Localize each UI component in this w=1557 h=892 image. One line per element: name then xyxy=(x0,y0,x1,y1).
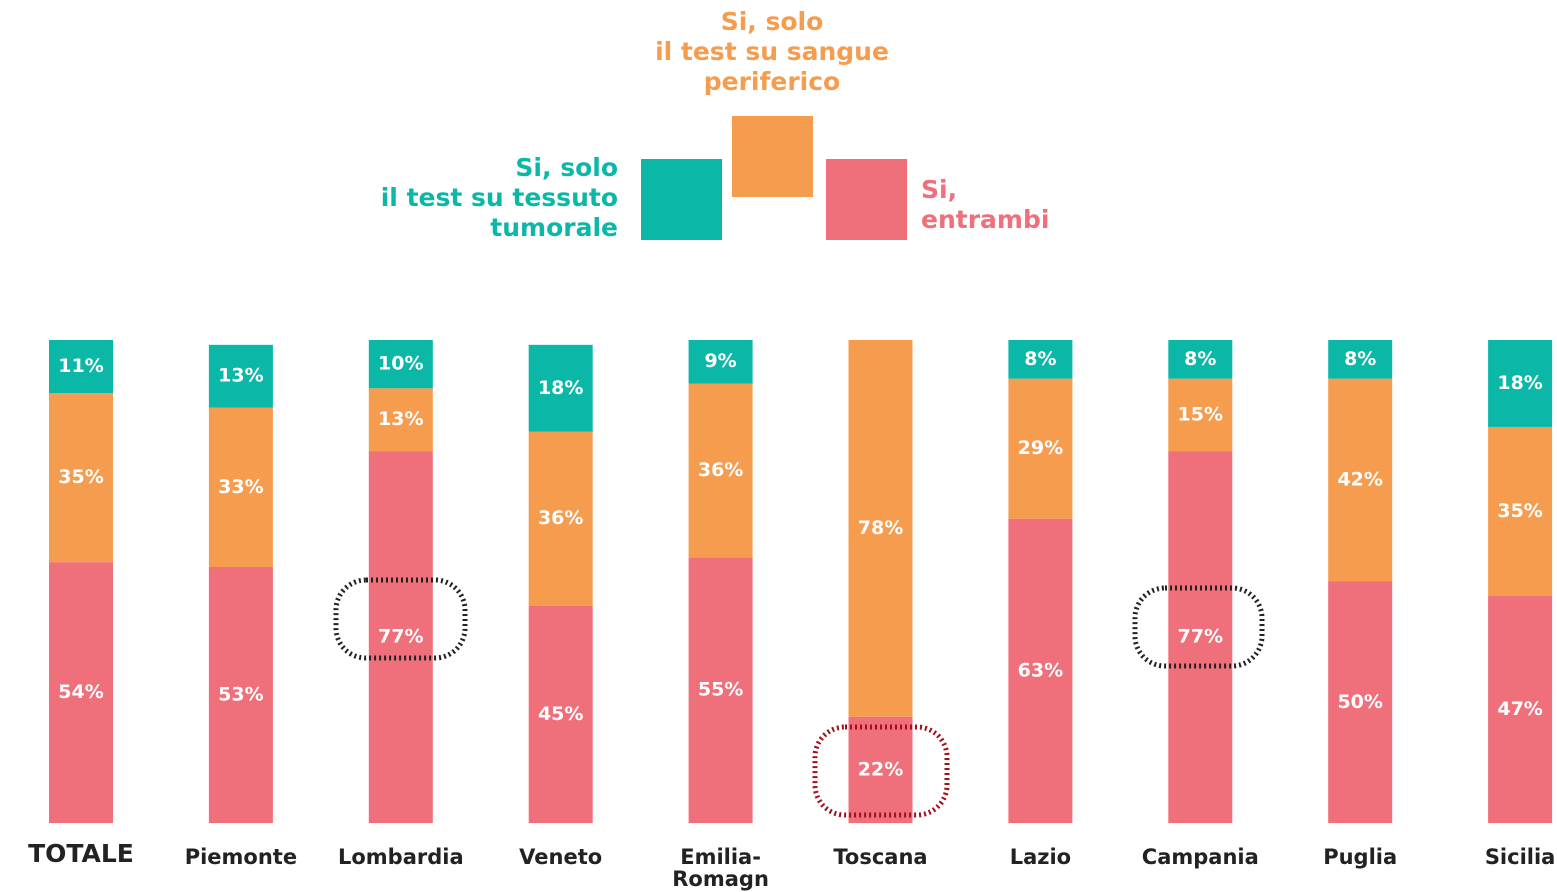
bar-segment xyxy=(368,388,433,452)
bar-segment xyxy=(1488,595,1553,823)
bar-segment xyxy=(848,716,913,823)
legend-label: Si, entrambi xyxy=(921,175,1050,234)
value-label: 9% xyxy=(704,350,736,372)
legend-label: Si, solo il test su tessuto tumorale xyxy=(380,153,618,242)
value-label: 54% xyxy=(58,681,103,703)
bar-segment xyxy=(688,340,753,384)
value-label: 18% xyxy=(1497,372,1542,394)
bar-segment xyxy=(848,340,913,717)
x-tick-label: Puglia xyxy=(1323,845,1398,869)
bar-segment xyxy=(208,407,273,568)
x-tick-label: Veneto xyxy=(519,845,603,869)
bar-segment xyxy=(1328,340,1393,379)
bar-segment xyxy=(1008,378,1073,519)
value-label: 8% xyxy=(1184,348,1216,370)
x-tick-label: Toscana xyxy=(833,845,928,869)
bar-segment xyxy=(1008,340,1073,379)
value-label: 15% xyxy=(1178,403,1223,425)
bar-segment xyxy=(1488,426,1553,596)
x-tick-label: Campania xyxy=(1141,845,1259,869)
value-label: 78% xyxy=(858,517,903,539)
bar-segment xyxy=(528,431,593,606)
legend-swatch xyxy=(826,159,907,240)
value-label: 33% xyxy=(218,476,263,498)
x-tick-label: TOTALE xyxy=(28,839,134,868)
bar-segment xyxy=(49,562,113,823)
value-label: 29% xyxy=(1018,437,1063,459)
bar-segment xyxy=(1168,451,1233,823)
value-label: 13% xyxy=(378,408,423,430)
value-label: 55% xyxy=(698,679,743,701)
bar-segment xyxy=(1008,518,1073,823)
x-tick-label: Lazio xyxy=(1009,845,1072,869)
bar-segment xyxy=(688,383,753,558)
value-label: 77% xyxy=(1178,626,1223,648)
value-label: 10% xyxy=(378,353,423,375)
bar-segment xyxy=(1328,378,1393,582)
bar-segment xyxy=(49,340,113,394)
bar-segment xyxy=(1168,340,1233,379)
bar-segment xyxy=(688,557,753,823)
bars: 54% 35% 11% 53% 33% 13% 77% 13% 10% 45% 36% 18% 55% 3… xyxy=(49,116,1553,823)
value-label: 47% xyxy=(1497,698,1542,720)
legend-swatch xyxy=(641,159,722,240)
bar-segment xyxy=(208,344,273,408)
value-label: 8% xyxy=(1344,348,1376,370)
value-label: 53% xyxy=(218,684,263,706)
bar-segment xyxy=(1488,340,1553,427)
legend-label: Si, solo il test su sangue periferico xyxy=(655,7,889,96)
value-label: 77% xyxy=(378,626,423,648)
value-label: 13% xyxy=(218,365,263,387)
value-label: 36% xyxy=(538,507,583,529)
bar-segment xyxy=(528,605,593,823)
legend-swatch xyxy=(732,116,813,197)
x-tick-label: Emilia-Romagna xyxy=(672,845,769,892)
bar-segment xyxy=(208,567,273,823)
highlight xyxy=(812,724,950,818)
x-tick-label: Sicilia xyxy=(1484,845,1556,869)
value-label: 11% xyxy=(58,355,103,377)
value-label: 22% xyxy=(858,758,903,780)
bar-segment xyxy=(528,344,593,432)
x-tick-label: Lombardia xyxy=(337,845,464,869)
value-label: 35% xyxy=(58,466,103,488)
value-label: 45% xyxy=(538,703,583,725)
bar-segment xyxy=(368,340,433,389)
x-tick-label: Piemonte xyxy=(184,845,298,869)
value-label: 36% xyxy=(698,459,743,481)
value-label: 63% xyxy=(1018,659,1063,681)
bar-segment xyxy=(49,393,113,563)
value-label: 50% xyxy=(1337,691,1382,713)
value-label: 42% xyxy=(1337,469,1382,491)
bar-segment xyxy=(368,451,433,823)
bar-segment xyxy=(1328,581,1393,823)
value-label: 8% xyxy=(1024,348,1056,370)
highlight xyxy=(333,577,468,661)
value-label: 18% xyxy=(538,377,583,399)
bar-segment xyxy=(1168,378,1233,452)
value-label: 35% xyxy=(1497,500,1542,522)
